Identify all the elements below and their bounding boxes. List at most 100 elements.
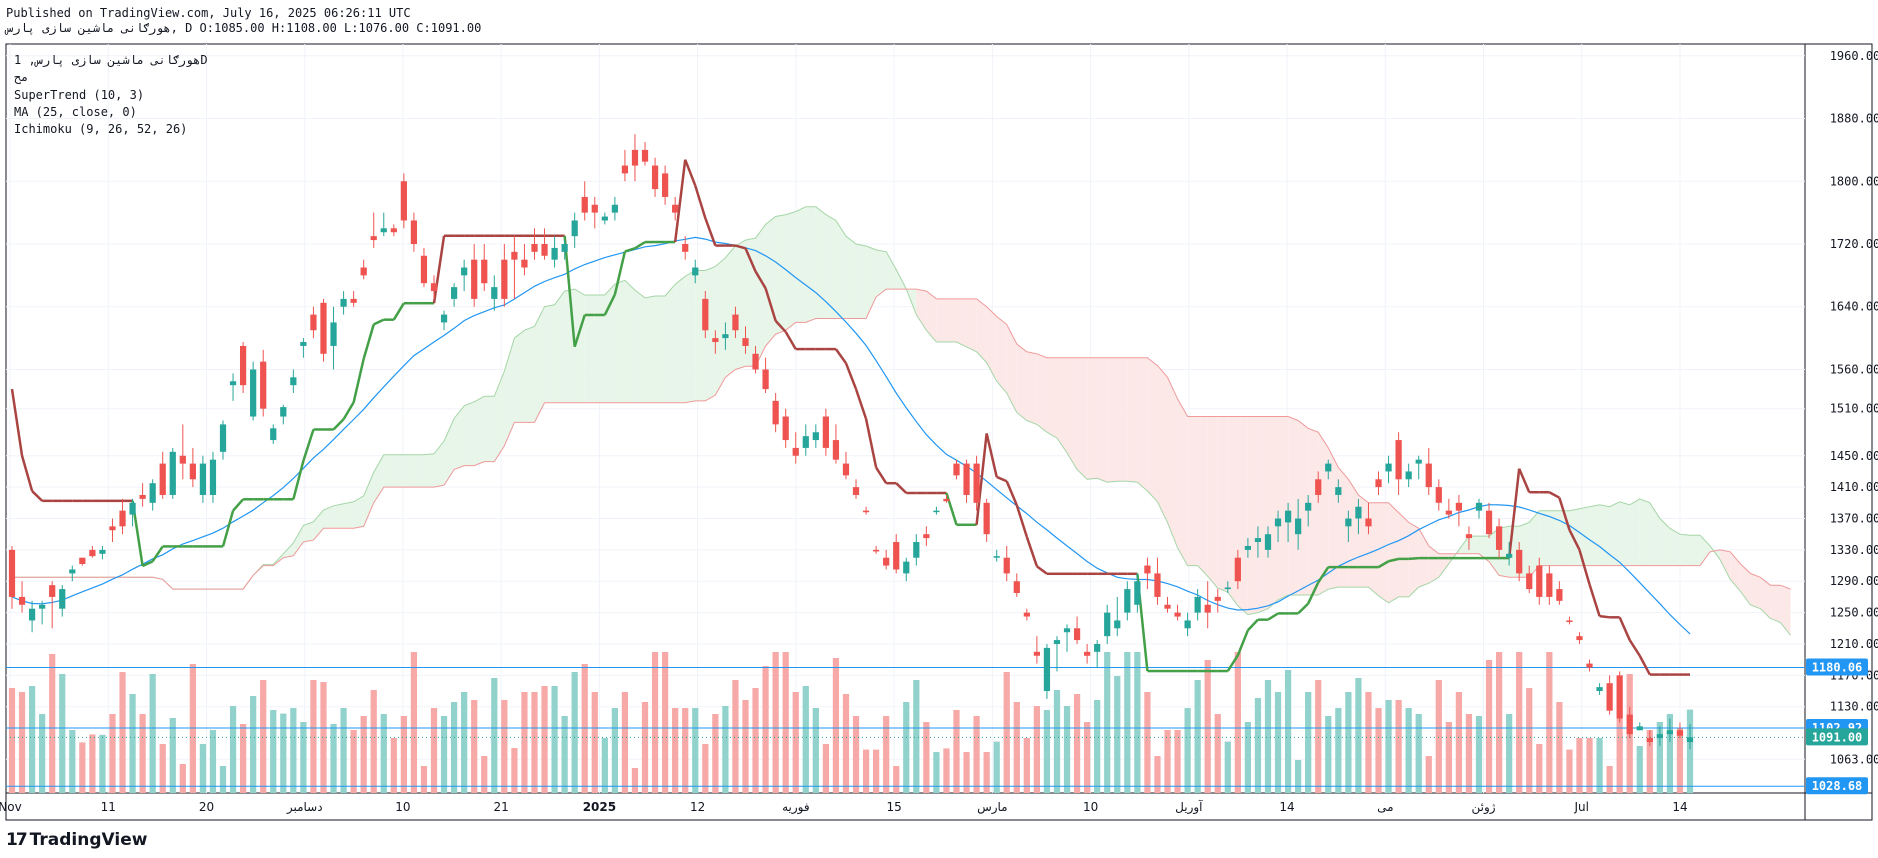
candle-body[interactable]	[1264, 534, 1272, 550]
candle-body[interactable]	[79, 557, 86, 564]
candle-body[interactable]	[1194, 596, 1201, 613]
candle-body[interactable]	[1435, 487, 1442, 503]
candle-body[interactable]	[380, 228, 387, 233]
candle-body[interactable]	[420, 255, 428, 284]
candle-body[interactable]	[360, 267, 367, 276]
candle-body[interactable]	[1475, 502, 1483, 511]
candle-body[interactable]	[330, 322, 337, 346]
candle-body[interactable]	[340, 298, 347, 307]
candle-body[interactable]	[1274, 518, 1282, 527]
candle-body[interactable]	[1104, 612, 1111, 637]
candle-body[interactable]	[89, 549, 96, 557]
candle-body[interactable]	[350, 298, 357, 303]
candle-body[interactable]	[551, 247, 558, 260]
candle-body[interactable]	[1686, 737, 1694, 743]
candle-body[interactable]	[159, 463, 166, 495]
candle-body[interactable]	[1365, 518, 1372, 527]
candle-body[interactable]	[1073, 628, 1081, 641]
candle-body[interactable]	[149, 483, 156, 503]
candle-body[interactable]	[28, 608, 36, 621]
candle-body[interactable]	[1566, 620, 1573, 623]
candle-body[interactable]	[1465, 534, 1473, 539]
candle-body[interactable]	[1214, 596, 1221, 601]
candle-body[interactable]	[1224, 587, 1231, 590]
candle-body[interactable]	[260, 361, 267, 409]
price-label-badge[interactable]	[1806, 658, 1868, 676]
candle-body[interactable]	[1154, 573, 1161, 597]
candle-body[interactable]	[651, 165, 659, 190]
candle-body[interactable]	[712, 338, 719, 343]
candle-body[interactable]	[1495, 526, 1503, 550]
candle-body[interactable]	[1616, 675, 1623, 719]
candle-body[interactable]	[250, 369, 257, 417]
candle-body[interactable]	[320, 302, 327, 354]
candle-body[interactable]	[531, 243, 538, 252]
candle-body[interactable]	[481, 259, 488, 284]
candle-body[interactable]	[541, 243, 548, 256]
candle-body[interactable]	[1385, 463, 1392, 472]
candle-body[interactable]	[1003, 557, 1010, 574]
candle-body[interactable]	[1315, 479, 1322, 495]
candle-body[interactable]	[1536, 565, 1543, 597]
candle-body[interactable]	[1084, 651, 1091, 656]
candle-body[interactable]	[1656, 734, 1663, 739]
price-label-badge[interactable]	[1806, 777, 1868, 795]
candle-body[interactable]	[1053, 640, 1061, 644]
candle-body[interactable]	[742, 338, 749, 346]
candle-body[interactable]	[1043, 647, 1051, 692]
legend-supertrend[interactable]: SuperTrend (10, 3)	[14, 88, 145, 102]
candle-body[interactable]	[511, 251, 518, 260]
candle-body[interactable]	[1094, 643, 1101, 652]
candle-body[interactable]	[1576, 636, 1583, 641]
candle-body[interactable]	[1666, 730, 1674, 735]
candle-body[interactable]	[1415, 459, 1422, 464]
candle-body[interactable]	[1023, 612, 1030, 617]
candle-body[interactable]	[1254, 538, 1262, 543]
candle-body[interactable]	[1556, 589, 1563, 601]
candle-body[interactable]	[239, 345, 247, 386]
candles[interactable]	[8, 134, 1694, 750]
candle-body[interactable]	[521, 259, 528, 268]
candle-body[interactable]	[822, 416, 829, 448]
candle-body[interactable]	[581, 196, 588, 213]
candle-body[interactable]	[631, 149, 639, 166]
candle-body[interactable]	[1244, 545, 1252, 550]
candle-body[interactable]	[310, 314, 317, 331]
candle-body[interactable]	[983, 502, 990, 535]
candle-body[interactable]	[682, 243, 689, 252]
candle-body[interactable]	[229, 381, 237, 386]
candle-body[interactable]	[1144, 565, 1151, 574]
candle-body[interactable]	[1284, 510, 1292, 523]
candle-body[interactable]	[873, 549, 880, 552]
candle-body[interactable]	[461, 267, 468, 276]
candle-body[interactable]	[1405, 471, 1412, 480]
candle-body[interactable]	[109, 526, 116, 531]
candle-body[interactable]	[1455, 502, 1463, 511]
candle-body[interactable]	[189, 463, 196, 480]
candle-body[interactable]	[209, 459, 217, 495]
candle-body[interactable]	[99, 549, 106, 554]
candle-body[interactable]	[1124, 589, 1131, 613]
candle-body[interactable]	[1345, 518, 1352, 527]
legend-title[interactable]: هورګانی ماشین سازی پارس, 1D	[14, 53, 208, 67]
candle-body[interactable]	[953, 463, 960, 476]
candle-body[interactable]	[772, 400, 779, 425]
candle-body[interactable]	[1425, 463, 1432, 488]
candle-body[interactable]	[762, 369, 769, 390]
candle-body[interactable]	[1164, 604, 1171, 609]
candle-body[interactable]	[450, 287, 458, 299]
candle-body[interactable]	[661, 173, 669, 197]
candle-body[interactable]	[39, 604, 46, 609]
candle-body[interactable]	[430, 283, 438, 292]
candle-body[interactable]	[501, 259, 508, 299]
candle-body[interactable]	[1063, 628, 1071, 633]
candle-body[interactable]	[169, 451, 176, 495]
candle-body[interactable]	[933, 510, 940, 513]
candle-body[interactable]	[400, 181, 407, 221]
candle-body[interactable]	[963, 463, 970, 495]
candle-body[interactable]	[139, 494, 146, 499]
candle-body[interactable]	[49, 585, 56, 597]
candle-body[interactable]	[1596, 687, 1603, 692]
horizontal-lines[interactable]	[6, 666, 1805, 787]
candle-body[interactable]	[1676, 730, 1684, 736]
